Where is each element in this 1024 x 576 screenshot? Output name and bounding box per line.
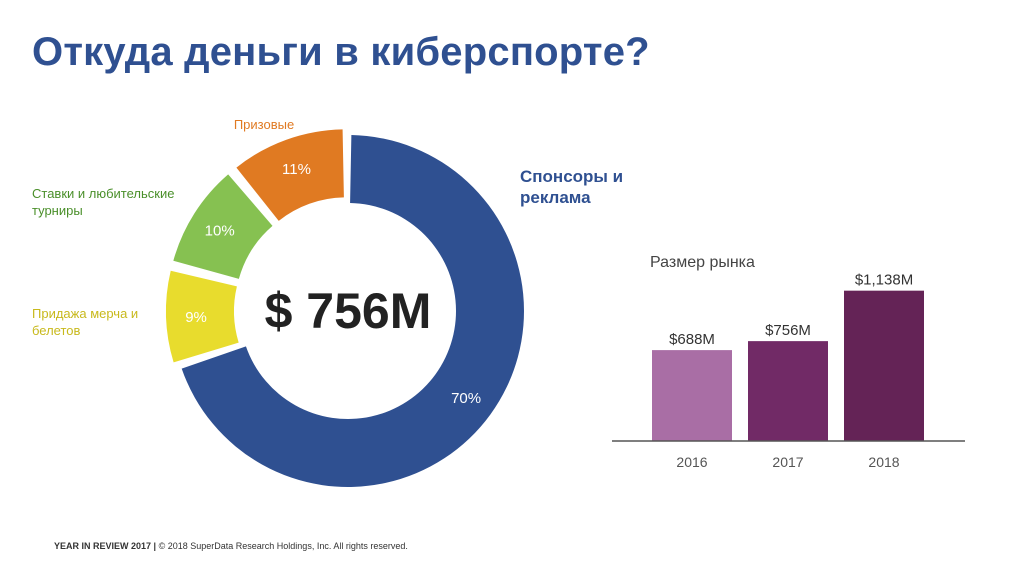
bar-chart-title: Размер рынка	[650, 254, 755, 271]
pie-slice	[236, 129, 344, 221]
slice-category-label: Призовые	[234, 117, 294, 132]
x-tick-label: 2018	[868, 454, 899, 470]
bar	[652, 350, 732, 441]
slice-category-label: Придажа мерча и белетов	[32, 306, 138, 338]
page-title: Откуда деньги в киберспорте?	[32, 30, 650, 74]
bar	[844, 290, 924, 441]
slice-percent-label: 11%	[282, 161, 311, 178]
pie-slice	[181, 135, 524, 488]
slice-percent-label: 70%	[451, 390, 481, 407]
bar-value-label: $688M	[669, 331, 715, 348]
x-tick-label: 2016	[676, 454, 707, 470]
bar-chart: Размер рынка $688M 2016 $756M 2017 $1,138M 201…	[612, 254, 965, 470]
slice-category-label: Спонсоры и реклама	[520, 167, 623, 207]
donut-center-total: $ 756M	[265, 283, 432, 339]
donut-chart: 70% Спонсоры и реклама 9% Придажа мерча и бел…	[32, 117, 623, 488]
bar	[748, 341, 828, 441]
footer-separator: |	[153, 541, 157, 551]
slice-percent-label: 10%	[205, 223, 235, 240]
pie-slice	[173, 174, 273, 279]
x-tick-label: 2017	[772, 454, 803, 470]
pie-slice	[166, 270, 239, 363]
footer-left: YEAR IN REVIEW 2017	[54, 541, 152, 551]
footer-copyright: © 2018 SuperData Research Holdings, Inc.…	[158, 541, 408, 551]
bar-value-label: $1,138M	[855, 272, 913, 289]
bar-value-label: $756M	[765, 322, 811, 339]
slice-category-label: Ставки и любительские турниры	[32, 186, 174, 218]
footer: YEAR IN REVIEW 2017 | © 2018 SuperData R…	[54, 541, 408, 551]
slice-percent-label: 9%	[185, 309, 207, 326]
